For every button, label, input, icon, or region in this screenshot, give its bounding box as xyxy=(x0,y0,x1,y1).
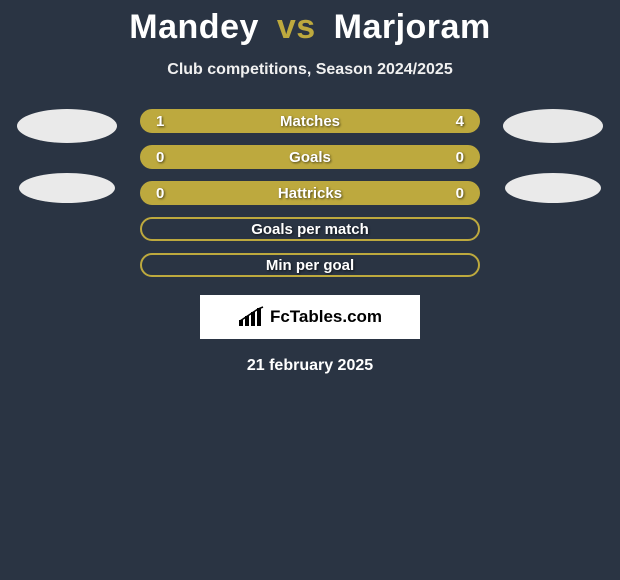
brand-link[interactable]: FcTables.com xyxy=(200,295,420,339)
stat-bar-mpg: Min per goal xyxy=(140,253,480,277)
stat-label-mpg: Min per goal xyxy=(142,257,478,274)
right-avatar-column xyxy=(498,109,608,203)
stats-area: 1 Matches 4 0 Goals 0 0 Hattricks 0 Goal… xyxy=(0,109,620,277)
stat-bar-hattricks: 0 Hattricks 0 xyxy=(140,181,480,205)
date-label: 21 february 2025 xyxy=(247,357,373,375)
stat-label-gpm: Goals per match xyxy=(142,221,478,238)
stat-bars: 1 Matches 4 0 Goals 0 0 Hattricks 0 Goal… xyxy=(140,109,480,277)
stat-label-hattricks: Hattricks xyxy=(142,185,478,202)
player2-name: Marjoram xyxy=(334,8,491,46)
left-avatar-column xyxy=(12,109,122,203)
player1-name: Mandey xyxy=(129,8,259,46)
player1-photo xyxy=(17,109,117,143)
stat-right-hattricks: 0 xyxy=(456,185,464,202)
stat-bar-gpm: Goals per match xyxy=(140,217,480,241)
bars-icon xyxy=(238,306,264,328)
stat-right-goals: 0 xyxy=(456,149,464,166)
stat-bar-goals: 0 Goals 0 xyxy=(140,145,480,169)
stat-label-matches: Matches xyxy=(142,113,478,130)
brand-text: FcTables.com xyxy=(270,307,382,327)
vs-label: vs xyxy=(277,8,316,46)
comparison-widget: Mandey vs Marjoram Club competitions, Se… xyxy=(0,0,620,375)
page-title: Mandey vs Marjoram xyxy=(129,8,490,47)
stat-bar-matches: 1 Matches 4 xyxy=(140,109,480,133)
player2-photo xyxy=(503,109,603,143)
subtitle: Club competitions, Season 2024/2025 xyxy=(167,61,452,79)
player2-team-logo xyxy=(505,173,601,203)
stat-label-goals: Goals xyxy=(142,149,478,166)
stat-right-matches: 4 xyxy=(456,113,464,130)
player1-team-logo xyxy=(19,173,115,203)
